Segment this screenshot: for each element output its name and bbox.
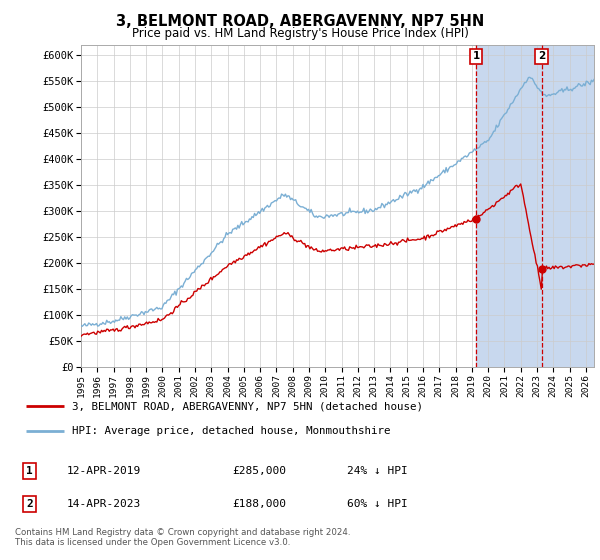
Text: HPI: Average price, detached house, Monmouthshire: HPI: Average price, detached house, Monm… <box>73 426 391 436</box>
Bar <box>476 45 594 367</box>
Text: 3, BELMONT ROAD, ABERGAVENNY, NP7 5HN: 3, BELMONT ROAD, ABERGAVENNY, NP7 5HN <box>116 14 484 29</box>
Text: 24% ↓ HPI: 24% ↓ HPI <box>347 466 408 476</box>
Text: Contains HM Land Registry data © Crown copyright and database right 2024.
This d: Contains HM Land Registry data © Crown c… <box>15 528 350 547</box>
Text: Price paid vs. HM Land Registry's House Price Index (HPI): Price paid vs. HM Land Registry's House … <box>131 27 469 40</box>
Text: 2: 2 <box>26 500 33 509</box>
Text: 12-APR-2019: 12-APR-2019 <box>67 466 141 476</box>
Text: £188,000: £188,000 <box>233 500 287 509</box>
Text: £285,000: £285,000 <box>233 466 287 476</box>
Text: 60% ↓ HPI: 60% ↓ HPI <box>347 500 408 509</box>
Text: 1: 1 <box>473 51 480 61</box>
Text: 2: 2 <box>538 51 545 61</box>
Text: 14-APR-2023: 14-APR-2023 <box>67 500 141 509</box>
Text: 3, BELMONT ROAD, ABERGAVENNY, NP7 5HN (detached house): 3, BELMONT ROAD, ABERGAVENNY, NP7 5HN (d… <box>73 402 424 412</box>
Text: 1: 1 <box>26 466 33 476</box>
